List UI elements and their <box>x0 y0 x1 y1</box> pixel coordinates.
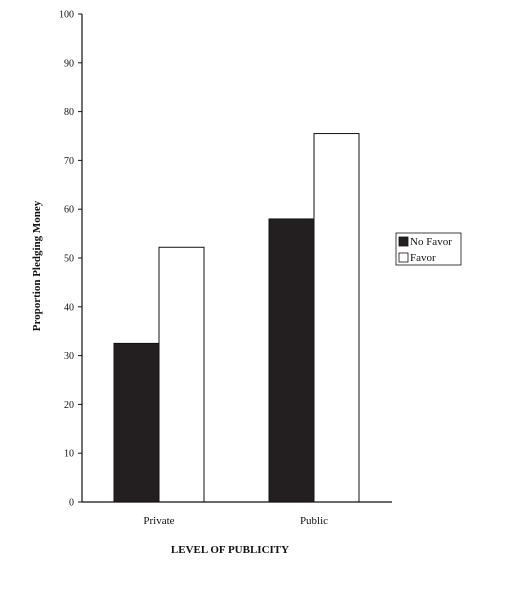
bar-favor-public <box>313 133 360 503</box>
legend-swatch-no-favor <box>398 236 409 247</box>
legend-label-favor: Favor <box>410 252 436 264</box>
y-axis-ticks: 0 10 20 30 40 50 60 70 80 90 100 <box>59 10 82 509</box>
y-tick-label: 100 <box>59 10 74 21</box>
legend: No Favor Favor <box>395 232 462 266</box>
bar-no-favor-public <box>268 218 315 503</box>
y-tick-label: 10 <box>64 449 74 460</box>
bar-favor-private <box>158 246 205 503</box>
y-tick-label: 80 <box>64 107 74 118</box>
y-tick-label: 90 <box>64 58 74 69</box>
bar-group <box>113 133 360 503</box>
bar-no-favor-private <box>113 342 160 503</box>
y-tick-label: 60 <box>64 205 74 216</box>
x-axis-title: LEVEL OF PUBLICITY <box>171 544 289 556</box>
legend-label-no-favor: No Favor <box>410 236 452 248</box>
y-tick-label: 40 <box>64 302 74 313</box>
y-tick-label: 50 <box>64 254 74 265</box>
legend-swatch-favor <box>398 252 409 263</box>
y-tick-label: 70 <box>64 156 74 167</box>
y-tick-label: 0 <box>69 498 74 509</box>
x-axis-tick-labels: Private Public <box>143 515 328 527</box>
y-tick-label: 20 <box>64 400 74 411</box>
x-tick-label-private: Private <box>143 515 174 527</box>
y-axis-title: Proportion Pledging Money <box>31 200 43 331</box>
x-tick-label-public: Public <box>300 515 328 527</box>
y-tick-label: 30 <box>64 351 74 362</box>
